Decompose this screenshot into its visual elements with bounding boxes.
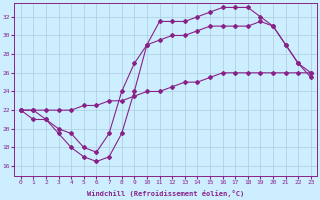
- X-axis label: Windchill (Refroidissement éolien,°C): Windchill (Refroidissement éolien,°C): [87, 190, 244, 197]
